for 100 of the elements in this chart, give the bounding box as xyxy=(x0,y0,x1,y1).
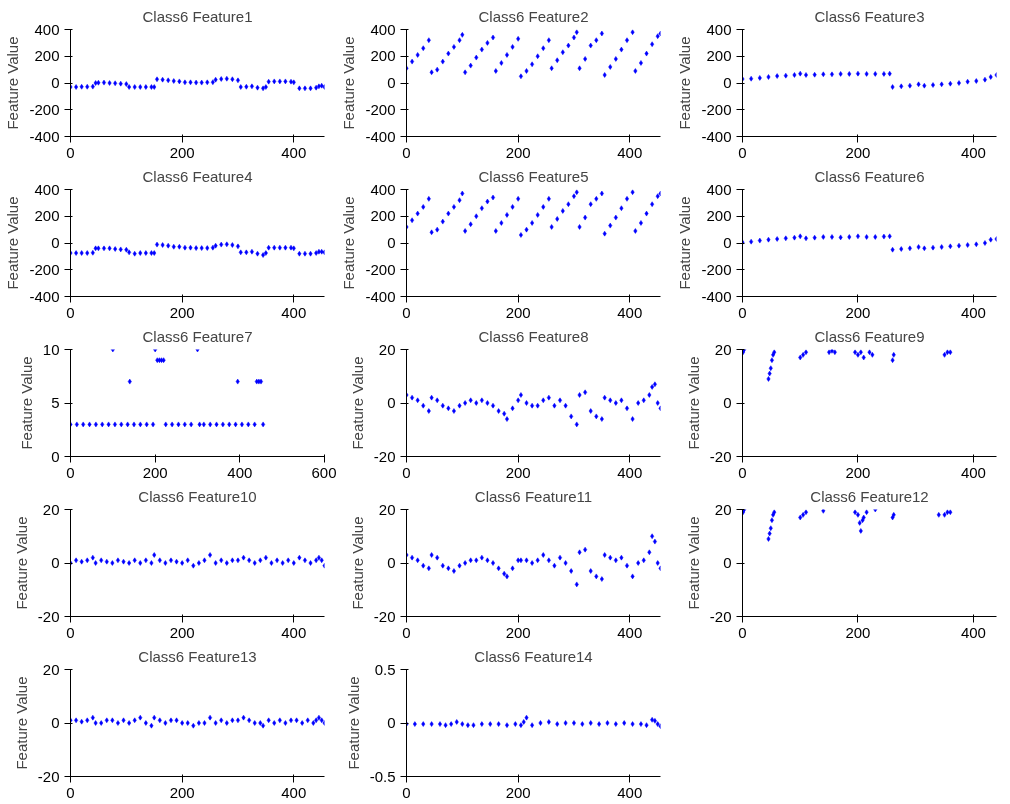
x-tick-label: 0 xyxy=(402,463,411,481)
x-tick-label: 0 xyxy=(402,303,411,321)
chart-title: Class6 Feature3 xyxy=(814,7,925,25)
chart-title: Class6 Feature5 xyxy=(478,167,589,185)
y-tick-label: -200 xyxy=(365,260,396,278)
y-tick-label: 400 xyxy=(706,20,732,38)
y-axis-title: Feature Value xyxy=(676,196,694,290)
x-tick-label: 0 xyxy=(738,623,747,641)
y-tick-label: 200 xyxy=(34,47,60,65)
y-tick-label: 0 xyxy=(51,234,60,251)
y-tick-label: -400 xyxy=(701,287,732,305)
chart-title: Class6 Feature6 xyxy=(814,167,925,185)
y-axis-title: Feature Value xyxy=(676,36,694,130)
y-tick-label: 200 xyxy=(706,207,732,225)
x-tick-label: 400 xyxy=(281,143,307,161)
y-axis-title: Feature Value xyxy=(348,356,366,450)
y-tick-label: 400 xyxy=(706,180,732,198)
y-tick-label: -200 xyxy=(365,100,396,118)
x-tick-label: 0 xyxy=(66,463,75,481)
y-tick-label: 200 xyxy=(34,207,60,225)
y-tick-label: 0 xyxy=(723,74,732,91)
x-tick-label: 600 xyxy=(311,463,337,481)
y-tick-label: -20 xyxy=(37,767,60,785)
y-tick-label: 20 xyxy=(378,340,396,358)
x-tick-label: 400 xyxy=(617,143,643,161)
x-tick-label: 0 xyxy=(66,623,75,641)
y-tick-label: 200 xyxy=(370,47,396,65)
y-tick-label: 5 xyxy=(51,394,60,411)
chart-title: Class6 Feature10 xyxy=(138,487,257,505)
chart-title: Class6 Feature11 xyxy=(474,487,593,505)
x-tick-label: 200 xyxy=(169,623,195,641)
y-axis-title: Feature Value xyxy=(4,36,22,130)
x-tick-label: 400 xyxy=(617,623,643,641)
x-tick-label: 200 xyxy=(169,143,195,161)
y-tick-label: -20 xyxy=(37,607,60,625)
x-tick-label: 0 xyxy=(402,143,411,161)
y-tick-label: 0 xyxy=(387,74,396,91)
y-axis-title: Feature Value xyxy=(4,196,22,290)
y-tick-label: 0 xyxy=(51,447,60,465)
y-tick-label: -400 xyxy=(701,127,732,145)
x-tick-label: 200 xyxy=(845,623,871,641)
x-tick-label: 0 xyxy=(738,143,747,161)
chart-title: Class6 Feature12 xyxy=(810,487,929,505)
y-tick-label: 0.5 xyxy=(374,660,396,678)
y-axis-title: Feature Value xyxy=(12,676,30,770)
x-tick-label: 200 xyxy=(142,463,168,481)
y-tick-label: 20 xyxy=(378,500,396,518)
y-tick-label: -20 xyxy=(709,607,732,625)
x-tick-label: 400 xyxy=(281,783,307,801)
y-tick-label: -200 xyxy=(29,260,60,278)
y-tick-label: 400 xyxy=(370,20,396,38)
x-tick-label: 400 xyxy=(227,463,253,481)
y-tick-label: -20 xyxy=(373,447,396,465)
y-tick-label: -20 xyxy=(709,447,732,465)
x-tick-label: 400 xyxy=(617,463,643,481)
x-tick-label: 0 xyxy=(738,303,747,321)
x-tick-label: 200 xyxy=(505,623,531,641)
x-tick-label: 400 xyxy=(960,143,986,161)
y-tick-label: -400 xyxy=(365,287,396,305)
chart-title: Class6 Feature4 xyxy=(142,167,253,185)
y-tick-label: 0 xyxy=(51,74,60,91)
x-tick-label: 400 xyxy=(960,463,986,481)
chart-title: Class6 Feature2 xyxy=(478,7,589,25)
y-tick-label: 20 xyxy=(714,500,732,518)
y-tick-label: 0 xyxy=(723,554,732,571)
y-axis-title: Feature Value xyxy=(340,196,358,290)
y-tick-label: 200 xyxy=(706,47,732,65)
x-tick-label: 200 xyxy=(505,303,531,321)
y-tick-label: -400 xyxy=(365,127,396,145)
x-tick-label: 400 xyxy=(281,303,307,321)
x-tick-label: 400 xyxy=(617,783,643,801)
y-tick-label: 20 xyxy=(42,500,60,518)
chart-title: Class6 Feature13 xyxy=(138,647,257,665)
x-tick-label: 0 xyxy=(66,303,75,321)
y-axis-title: Feature Value xyxy=(684,356,702,450)
y-tick-label: 0 xyxy=(387,394,396,411)
chart-title: Class6 Feature8 xyxy=(478,327,589,345)
x-tick-label: 200 xyxy=(845,463,871,481)
x-tick-label: 200 xyxy=(845,143,871,161)
y-tick-label: -20 xyxy=(373,607,396,625)
x-tick-label: 400 xyxy=(960,623,986,641)
x-tick-label: 400 xyxy=(960,303,986,321)
y-tick-label: 0 xyxy=(723,394,732,411)
y-tick-label: 0 xyxy=(387,554,396,571)
y-tick-label: -200 xyxy=(701,260,732,278)
y-tick-label: -400 xyxy=(29,127,60,145)
y-tick-label: 0 xyxy=(723,234,732,251)
y-tick-label: -200 xyxy=(29,100,60,118)
x-tick-label: 200 xyxy=(505,143,531,161)
x-tick-label: 200 xyxy=(845,303,871,321)
y-tick-label: -400 xyxy=(29,287,60,305)
y-tick-label: 10 xyxy=(42,340,60,358)
x-tick-label: 0 xyxy=(402,783,411,801)
y-tick-label: -0.5 xyxy=(369,767,396,785)
chart-title: Class6 Feature7 xyxy=(142,327,253,345)
y-axis-title: Feature Value xyxy=(344,676,362,770)
chart-title: Class6 Feature14 xyxy=(474,647,593,665)
y-tick-label: 200 xyxy=(370,207,396,225)
x-tick-label: 0 xyxy=(402,623,411,641)
x-tick-label: 400 xyxy=(617,303,643,321)
